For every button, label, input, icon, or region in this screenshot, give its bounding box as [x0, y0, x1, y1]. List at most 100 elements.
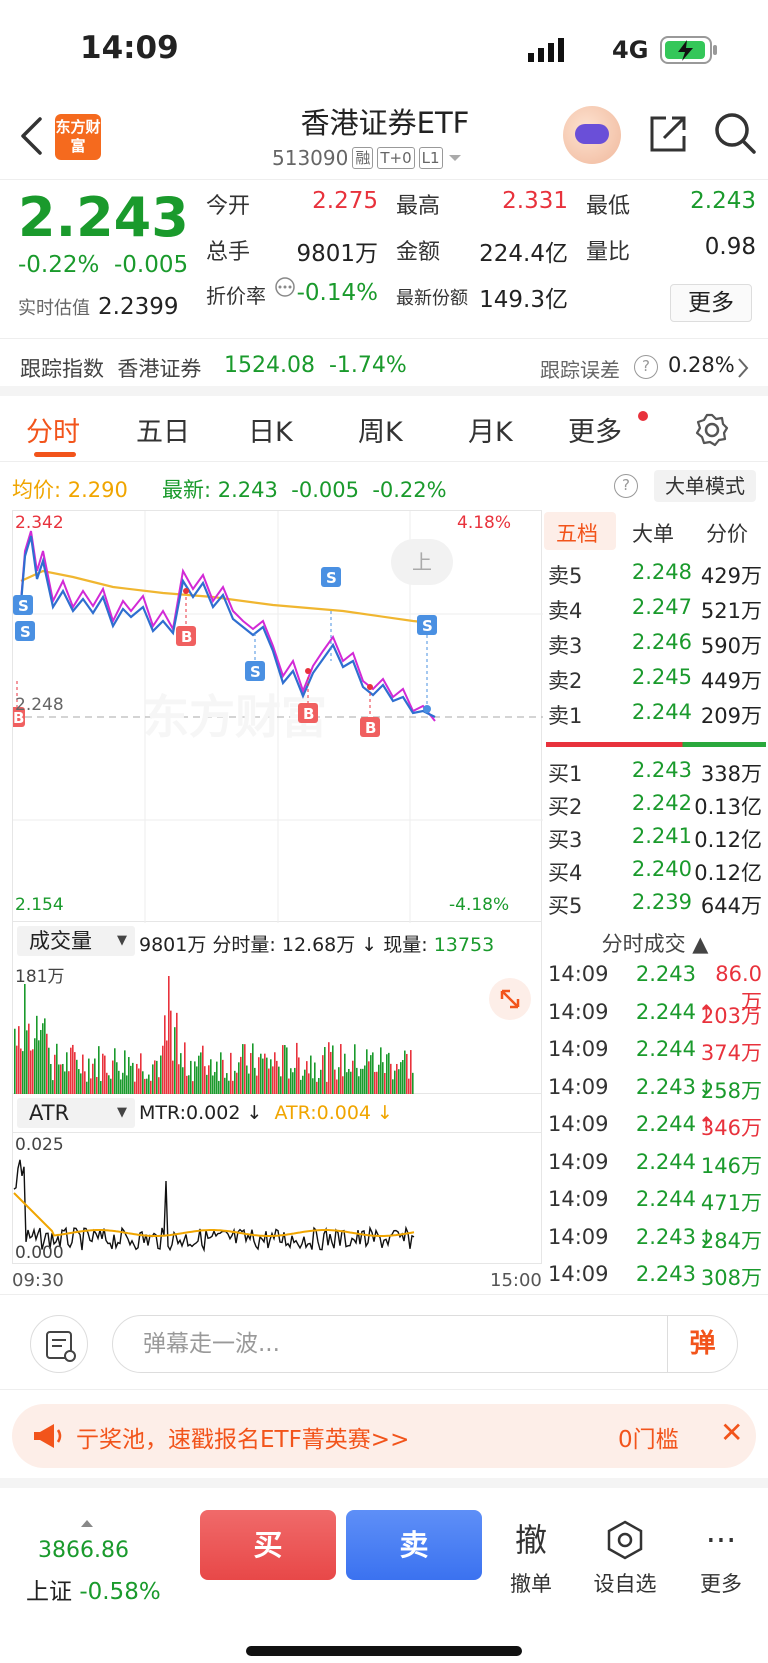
home-indicator	[246, 1646, 522, 1656]
chart-ref-price: 2.248	[15, 695, 64, 715]
security-subline[interactable]: 513090 融 T+0 L1	[272, 146, 463, 170]
latest-price: 最新: 2.243 -0.005 -0.22%	[162, 478, 447, 502]
low-value: 2.243	[690, 188, 756, 214]
high-value: 2.331	[502, 188, 568, 214]
chart-min-pct: -4.18%	[449, 895, 510, 915]
volume-indicator-selector[interactable]: 成交量 ▼	[17, 926, 135, 956]
comment-settings-icon[interactable]	[30, 1315, 88, 1373]
chart-max-price: 2.342	[15, 513, 64, 533]
add-watchlist-button[interactable]: 设自选	[590, 1518, 660, 1598]
tracking-error-label: 跟踪误差	[540, 358, 620, 382]
tab-monthly-k[interactable]: 月K	[468, 417, 513, 448]
ask-row[interactable]: 卖2 2.245 449万	[548, 665, 762, 693]
search-icon[interactable]	[712, 110, 758, 156]
scroll-up-button[interactable]: 上	[391, 539, 453, 585]
gear-icon[interactable]	[694, 412, 730, 448]
more-dots-icon: ···	[705, 1521, 737, 1559]
shares-label: 最新份额	[396, 288, 468, 309]
estimate-value: 2.2399	[98, 294, 179, 320]
buy-button[interactable]: 买	[200, 1510, 336, 1580]
active-tab-indicator	[34, 452, 76, 457]
svg-text:S: S	[250, 663, 261, 681]
chart-min-price: 2.154	[15, 895, 64, 915]
tick-row: 14:09 2.243 86.0万	[548, 962, 762, 1014]
svg-text:S: S	[326, 569, 337, 587]
intraday-chart-canvas[interactable]: 东方财富 B B B B S S S S S	[13, 511, 543, 923]
share-icon[interactable]	[646, 112, 690, 156]
atr-chart[interactable]: 0.025 0.000	[12, 1132, 542, 1264]
avg-price-line	[20, 569, 434, 625]
svg-text:S: S	[20, 623, 31, 641]
tab-more[interactable]: 更多	[568, 417, 622, 448]
ask-row[interactable]: 卖5 2.248 429万	[548, 560, 762, 588]
index-value[interactable]: 3866.86	[38, 1538, 129, 1563]
price-change: -0.22% -0.005	[18, 252, 188, 278]
tag-t0: T+0	[377, 147, 415, 169]
big-order-mode-button[interactable]: 大单模式	[654, 470, 756, 502]
buy-marker	[176, 626, 196, 646]
megaphone-icon	[34, 1424, 62, 1448]
tab-five-levels[interactable]: 五档	[556, 522, 598, 546]
tab-weekly-k[interactable]: 周K	[358, 417, 403, 448]
network-type: 4G	[612, 36, 649, 64]
bid-row[interactable]: 买2 2.242 0.13亿	[548, 791, 762, 819]
expand-icon[interactable]	[489, 978, 531, 1020]
chart-period-tabs: 分时 五日 日K 周K 月K 更多	[0, 396, 768, 462]
atr-indicator-selector[interactable]: ATR ▼	[17, 1098, 135, 1128]
help-icon[interactable]: ?	[634, 355, 658, 379]
cancel-order-button[interactable]: 撤 撤单	[496, 1518, 566, 1598]
sell-marker	[417, 615, 437, 635]
order-book-tabs: 五档 大单 分价	[542, 510, 768, 552]
caret-up-icon	[81, 1520, 93, 1527]
top-nav: 东方财富 香港证券ETF 513090 融 T+0 L1	[0, 96, 768, 180]
app-logo[interactable]: 东方财富	[55, 114, 101, 160]
close-icon[interactable]: ✕	[720, 1416, 744, 1449]
volume-ratio-value: 0.98	[704, 234, 756, 260]
ask-row[interactable]: 卖4 2.247 521万	[548, 595, 762, 623]
bid-row[interactable]: 买5 2.239 644万	[548, 890, 762, 918]
avg-price: 均价: 2.290	[12, 478, 128, 502]
svg-text:B: B	[303, 705, 314, 723]
sell-marker	[321, 567, 341, 587]
chevron-left-icon[interactable]	[18, 116, 44, 156]
chart-max-pct: 4.18%	[457, 513, 512, 533]
sell-button[interactable]: 卖	[346, 1510, 482, 1580]
ask-row[interactable]: 卖3 2.246 590万	[548, 630, 762, 658]
page-title: 香港证券ETF	[300, 106, 470, 140]
robot-assistant-avatar[interactable]	[563, 106, 621, 164]
intraday-chart[interactable]: 东方财富 B B B B S S S S S 2.342 4.18% 2.248…	[12, 510, 543, 923]
tick-trades-header[interactable]: 分时成交 ▲	[601, 932, 709, 956]
status-time: 14:09	[80, 30, 179, 66]
danmu-toggle-button[interactable]: 弹	[667, 1316, 737, 1372]
cancel-icon: 撤	[514, 1521, 547, 1559]
high-label: 最高	[396, 194, 441, 219]
open-value: 2.275	[312, 188, 378, 214]
promo-banner[interactable]: 亍奖池，速戳报名ETF菁英赛>> 0门槛 ✕	[12, 1404, 756, 1468]
watermark: 东方财富	[143, 690, 327, 744]
atr-axis-max: 0.025	[15, 1135, 64, 1155]
more-quote-button[interactable]: 更多	[670, 284, 752, 322]
info-dots-icon[interactable]	[274, 276, 296, 298]
tracking-index-bar[interactable]: 跟踪指数 香港证券 1524.08 -1.74% 跟踪误差 ? 0.28%	[0, 338, 768, 396]
tab-daily-k[interactable]: 日K	[248, 417, 293, 448]
tick-row: 14:09 2.244 ↑ 203万	[548, 999, 762, 1028]
help-icon[interactable]: ?	[614, 474, 638, 498]
battery-icon	[660, 36, 717, 64]
volume-header: 成交量 ▼ 9801万 分时量: 12.68万 ↓ 现量: 13753	[12, 922, 542, 960]
bid-row[interactable]: 买1 2.243 338万	[548, 758, 762, 786]
danmu-input[interactable]: 弹幕走一波... 弹	[112, 1315, 738, 1373]
tab-price-distribution[interactable]: 分价	[706, 522, 748, 546]
buy-markers: B B B B	[13, 626, 380, 737]
premium-value: -0.14%	[296, 280, 378, 306]
change-pct: -0.22%	[18, 252, 100, 278]
tab-five-day[interactable]: 五日	[136, 417, 190, 448]
volume-chart[interactable]: 181万	[12, 960, 542, 1094]
index-summary[interactable]: 上证 -0.58%	[26, 1579, 161, 1605]
more-actions-button[interactable]: ··· 更多	[686, 1518, 756, 1598]
tick-row: 14:09 2.243 ↓ 284万	[548, 1224, 762, 1253]
bid-row[interactable]: 买4 2.240 0.12亿	[548, 857, 762, 885]
ask-row[interactable]: 卖1 2.244 209万	[548, 700, 762, 728]
tab-big-orders[interactable]: 大单	[632, 522, 674, 546]
tab-intraday[interactable]: 分时	[26, 417, 80, 448]
bid-row[interactable]: 买3 2.241 0.12亿	[548, 824, 762, 852]
